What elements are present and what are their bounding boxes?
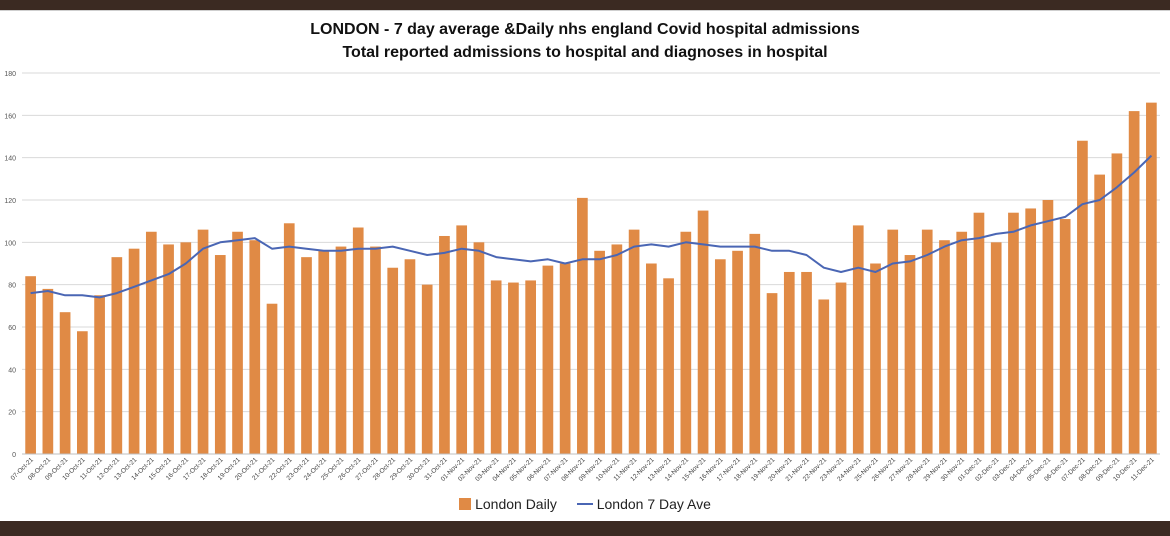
bar [1146, 102, 1157, 454]
legend-label-daily: London Daily [475, 496, 557, 513]
bar [1059, 219, 1071, 454]
bar [611, 244, 623, 454]
avg-line [30, 154, 1153, 299]
bar [818, 299, 830, 454]
bar [128, 248, 140, 454]
bar [835, 282, 847, 454]
bar [77, 331, 88, 454]
bar [473, 242, 485, 454]
bar [421, 284, 433, 454]
bar [94, 295, 105, 454]
y-tick-label: 20 [8, 410, 16, 417]
bar [163, 244, 174, 454]
y-tick-label: 140 [4, 156, 16, 163]
bar [956, 231, 968, 454]
bar [870, 263, 881, 454]
bar [887, 229, 899, 454]
bar [508, 282, 519, 454]
y-tick-label: 40 [8, 367, 16, 374]
legend-swatch-average [576, 503, 593, 506]
bar [214, 255, 226, 454]
chart-svg: 0 20 40 60 80 100 120 140 160 180 07-Oct-2108-Oct… [4, 71, 1160, 483]
bar [352, 227, 364, 454]
bar [646, 263, 657, 454]
bar [197, 229, 209, 454]
bar [680, 231, 692, 454]
y-axis: 0 20 40 60 80 100 120 140 160 180 [4, 71, 16, 459]
bar [25, 276, 36, 454]
bar [594, 250, 605, 454]
bars-series [25, 102, 1157, 454]
bar [490, 280, 502, 454]
bar [318, 250, 330, 454]
bar [939, 240, 950, 454]
y-tick-label: 60 [8, 325, 16, 332]
bar [628, 229, 640, 454]
y-tick-label: 120 [4, 198, 16, 205]
y-tick-label: 160 [4, 113, 16, 120]
bar [749, 233, 761, 454]
line-series [30, 154, 1153, 299]
bar [990, 242, 1002, 454]
bar [439, 235, 450, 454]
bar [697, 210, 709, 454]
legend-item-average: London 7 Day Ave [576, 496, 711, 513]
y-tick-label: 80 [8, 283, 16, 290]
legend-item-daily: London Daily [459, 496, 557, 512]
bar [1094, 174, 1105, 454]
bar [335, 246, 347, 454]
chart-frame: LONDON - 7 day average &Daily nhs englan… [0, 10, 1170, 521]
bar [525, 280, 536, 454]
legend: London Daily London 7 Day Ave [0, 495, 1170, 512]
bar [404, 259, 416, 454]
y-tick-label: 0 [12, 452, 16, 459]
bar [1025, 208, 1037, 454]
y-tick-label: 100 [4, 240, 16, 247]
x-axis: 07-Oct-2108-Oct-2109-Oct-2110-Oct-2111-O… [10, 453, 1160, 483]
chart-title: LONDON - 7 day average &Daily nhs englan… [310, 21, 860, 38]
y-tick-label: 180 [4, 71, 16, 78]
bar [249, 240, 261, 454]
legend-swatch-daily [459, 498, 472, 511]
bar [370, 246, 381, 454]
gridlines [22, 72, 1160, 455]
legend-label-average: London 7 Day Ave [596, 496, 711, 513]
bar [456, 225, 468, 454]
bar [973, 212, 985, 454]
bar [559, 263, 571, 454]
bar [783, 271, 795, 454]
bar [145, 231, 157, 454]
bar [387, 267, 399, 454]
bar [921, 229, 933, 454]
bar [1111, 153, 1123, 454]
bar [766, 293, 778, 454]
bar [111, 257, 123, 454]
bar [42, 288, 54, 454]
bar [542, 265, 554, 454]
bar [1128, 111, 1140, 454]
bar [283, 223, 295, 454]
bar [266, 303, 278, 454]
bar [577, 197, 588, 454]
bar [1077, 140, 1088, 454]
bar [1008, 212, 1019, 454]
bar [852, 225, 864, 454]
bar [663, 278, 674, 454]
bar [59, 312, 71, 454]
bar [714, 259, 726, 454]
bar [904, 255, 916, 454]
bar [180, 242, 192, 454]
bar [801, 271, 812, 454]
bar [1042, 200, 1054, 454]
bar [732, 250, 743, 454]
chart-subtitle: Total reported admissions to hospital an… [342, 44, 828, 61]
bar [232, 231, 243, 454]
bar [301, 257, 312, 454]
